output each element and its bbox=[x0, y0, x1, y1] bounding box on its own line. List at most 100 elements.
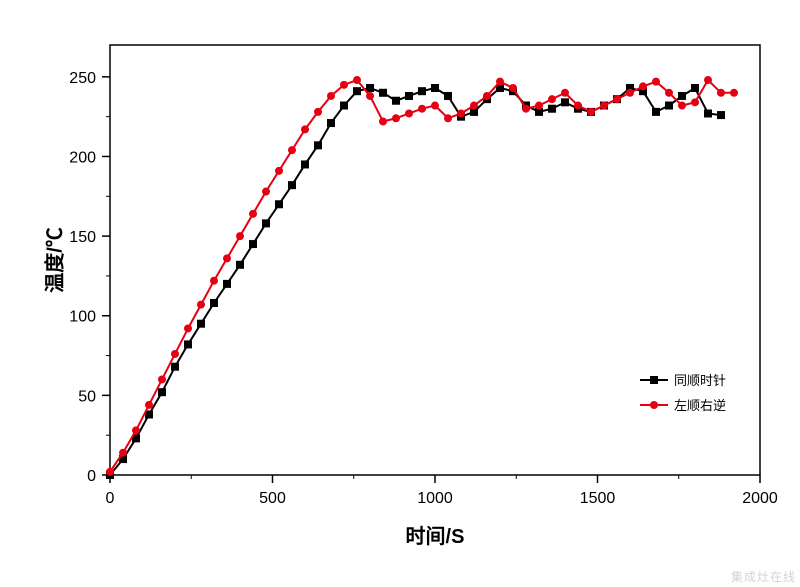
series-marker bbox=[327, 92, 335, 100]
x-tick-label: 500 bbox=[259, 490, 286, 507]
series-marker bbox=[223, 280, 231, 288]
y-tick-label: 0 bbox=[87, 468, 96, 485]
series-marker bbox=[236, 261, 244, 269]
y-tick-label: 100 bbox=[69, 309, 96, 326]
series-marker bbox=[262, 188, 270, 196]
x-axis-label: 时间/S bbox=[406, 520, 465, 549]
series-marker bbox=[314, 108, 322, 116]
series-marker bbox=[353, 76, 361, 84]
series-marker bbox=[444, 92, 452, 100]
legend-swatch bbox=[640, 398, 668, 412]
chart-container: 0 50 100 150 200 250 0 500 1000 1500 2000 温度/℃ 时间/… bbox=[0, 0, 800, 587]
series-marker bbox=[587, 108, 595, 116]
series-marker bbox=[600, 102, 608, 110]
series-marker bbox=[366, 84, 374, 92]
series-marker bbox=[561, 98, 569, 106]
series-marker bbox=[496, 78, 504, 86]
series-marker bbox=[704, 109, 712, 117]
series-marker bbox=[691, 84, 699, 92]
series-marker bbox=[613, 95, 621, 103]
series-marker bbox=[730, 89, 738, 97]
series-marker bbox=[457, 109, 465, 117]
series-marker bbox=[379, 89, 387, 97]
series-marker bbox=[119, 449, 127, 457]
series-marker bbox=[236, 232, 244, 240]
legend-item: 左顺右逆 bbox=[640, 395, 726, 414]
series-marker bbox=[535, 102, 543, 110]
series-marker bbox=[639, 82, 647, 90]
x-tick-label: 1500 bbox=[580, 490, 616, 507]
series-marker bbox=[548, 95, 556, 103]
legend-label: 左顺右逆 bbox=[674, 395, 726, 414]
series-marker bbox=[431, 102, 439, 110]
series-marker bbox=[483, 92, 491, 100]
chart-svg: 0 50 100 150 200 250 0 500 1000 1500 2000 bbox=[0, 0, 800, 587]
y-tick-label: 150 bbox=[69, 229, 96, 246]
series-marker bbox=[132, 426, 140, 434]
series-marker bbox=[665, 102, 673, 110]
series-marker bbox=[249, 240, 257, 248]
series-marker bbox=[158, 375, 166, 383]
series-marker bbox=[379, 117, 387, 125]
series-marker bbox=[652, 108, 660, 116]
x-tick-label: 0 bbox=[106, 490, 115, 507]
series-marker bbox=[197, 301, 205, 309]
series-marker bbox=[353, 87, 361, 95]
series-marker bbox=[366, 92, 374, 100]
series-marker bbox=[470, 102, 478, 110]
series-marker bbox=[418, 105, 426, 113]
series-marker bbox=[314, 141, 322, 149]
x-tick-label: 1000 bbox=[417, 490, 453, 507]
series-marker bbox=[340, 81, 348, 89]
series-line bbox=[110, 88, 721, 475]
series-marker bbox=[717, 89, 725, 97]
series-marker bbox=[548, 105, 556, 113]
series-marker bbox=[106, 468, 114, 476]
series-marker bbox=[223, 254, 231, 262]
series-marker bbox=[392, 97, 400, 105]
y-tick-label: 250 bbox=[69, 70, 96, 87]
series-marker bbox=[327, 119, 335, 127]
watermark-text: 集成灶在线 bbox=[731, 568, 796, 585]
series-marker bbox=[275, 167, 283, 175]
series-marker bbox=[197, 320, 205, 328]
series-marker bbox=[678, 102, 686, 110]
y-axis-label: 温度/℃ bbox=[38, 227, 67, 293]
series-marker bbox=[210, 277, 218, 285]
series-marker bbox=[158, 388, 166, 396]
series-marker bbox=[184, 324, 192, 332]
series-marker bbox=[405, 109, 413, 117]
series-marker bbox=[678, 92, 686, 100]
legend-item: 同顺时针 bbox=[640, 370, 726, 389]
series-marker bbox=[340, 102, 348, 110]
series-marker bbox=[171, 350, 179, 358]
series-marker bbox=[288, 146, 296, 154]
series-marker bbox=[249, 210, 257, 218]
series-marker bbox=[145, 401, 153, 409]
series-marker bbox=[431, 84, 439, 92]
series-marker bbox=[522, 105, 530, 113]
series-marker bbox=[691, 98, 699, 106]
series-marker bbox=[184, 340, 192, 348]
series-marker bbox=[262, 219, 270, 227]
series-marker bbox=[626, 89, 634, 97]
series-marker bbox=[275, 200, 283, 208]
series-marker bbox=[509, 84, 517, 92]
series-marker bbox=[704, 76, 712, 84]
series-marker bbox=[418, 87, 426, 95]
x-tick-label: 2000 bbox=[742, 490, 778, 507]
series-marker bbox=[717, 111, 725, 119]
series-marker bbox=[392, 114, 400, 122]
legend-label: 同顺时针 bbox=[674, 370, 726, 389]
series-marker bbox=[652, 78, 660, 86]
series-marker bbox=[444, 114, 452, 122]
y-tick-label: 50 bbox=[78, 388, 96, 405]
series-marker bbox=[171, 363, 179, 371]
series-marker bbox=[405, 92, 413, 100]
y-tick-label: 200 bbox=[69, 149, 96, 166]
legend-swatch bbox=[640, 373, 668, 387]
series-marker bbox=[301, 125, 309, 133]
series-marker bbox=[561, 89, 569, 97]
series-marker bbox=[210, 299, 218, 307]
series-marker bbox=[288, 181, 296, 189]
